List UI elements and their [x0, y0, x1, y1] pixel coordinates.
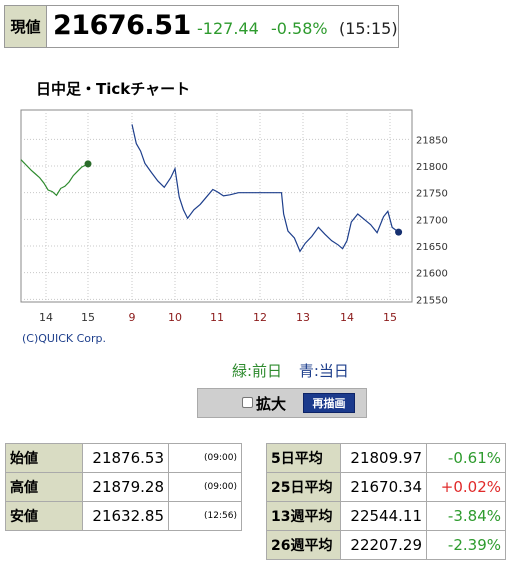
chart-credit: (C)QUICK Corp.	[22, 332, 107, 345]
price-value: 21876.53	[82, 443, 169, 473]
zoom-label: 拡大	[256, 395, 287, 413]
average-label: 26週平均	[266, 530, 341, 560]
average-value: 21809.97	[340, 443, 427, 473]
average-change: +0.02%	[426, 472, 506, 502]
average-label: 5日平均	[266, 443, 341, 473]
table-row: 25日平均 21670.34 +0.02%	[266, 472, 506, 502]
current-day-end-marker	[395, 228, 403, 236]
current-day-series-line	[131, 124, 399, 253]
table-row: 13週平均 22544.11 -3.84%	[266, 501, 506, 531]
y-tick-label: 21750	[416, 189, 448, 200]
table-row: 高値 21879.28 (09:00)	[5, 472, 242, 502]
quote-time: (15:15)	[339, 19, 398, 38]
x-tick-label: 14	[340, 311, 354, 324]
price-time: (09:00)	[168, 472, 242, 502]
x-tick-label: 9	[129, 311, 136, 324]
price-label: 始値	[5, 443, 83, 473]
quote-header: 現値 21676.51 -127.44 -0.58% (15:15)	[4, 5, 399, 48]
zoom-checkbox[interactable]	[242, 397, 253, 408]
redraw-button[interactable]: 再描画	[303, 393, 355, 413]
y-tick-label: 21600	[416, 269, 448, 280]
x-tick-label: 15	[81, 311, 95, 324]
average-change: -3.84%	[426, 501, 506, 531]
average-label: 25日平均	[266, 472, 341, 502]
table-row: 26週平均 22207.29 -2.39%	[266, 530, 506, 560]
price-time: (12:56)	[168, 501, 242, 531]
y-tick-label: 21850	[416, 135, 448, 146]
x-tick-label: 11	[210, 311, 224, 324]
current-price: 21676.51	[53, 10, 191, 41]
legend-previous-day: 緑:前日	[232, 362, 283, 380]
intraday-tick-chart: 14 15 9 10 11 12 13 14 15 21550 21600 21650 21700 217…	[20, 109, 448, 324]
previous-day-series-line	[20, 159, 89, 197]
average-value: 22544.11	[340, 501, 427, 531]
price-time: (09:00)	[168, 443, 242, 473]
table-row: 安値 21632.85 (12:56)	[5, 501, 242, 531]
average-value: 21670.34	[340, 472, 427, 502]
x-tick-label: 12	[253, 311, 267, 324]
average-change: -2.39%	[426, 530, 506, 560]
average-change: -0.61%	[426, 443, 506, 473]
moving-averages-table: 5日平均 21809.97 -0.61% 25日平均 21670.34 +0.02% 13週…	[266, 443, 506, 560]
table-row: 始値 21876.53 (09:00)	[5, 443, 242, 473]
current-price-label: 現値	[5, 6, 47, 47]
price-change-percent: -0.58%	[271, 19, 328, 38]
table-row: 5日平均 21809.97 -0.61%	[266, 443, 506, 473]
prices-table: 始値 21876.53 (09:00) 高値 21879.28 (09:00) 安値 2163…	[5, 443, 242, 531]
y-tick-label: 21800	[416, 162, 448, 173]
y-tick-label: 21650	[416, 242, 448, 253]
previous-day-end-marker	[84, 160, 92, 168]
price-change: -127.44	[197, 19, 259, 38]
x-tick-label: 13	[296, 311, 310, 324]
average-value: 22207.29	[340, 530, 427, 560]
legend-current-day: 青:当日	[298, 362, 349, 380]
average-label: 13週平均	[266, 501, 341, 531]
price-value: 21632.85	[82, 501, 169, 531]
y-tick-label: 21700	[416, 215, 448, 226]
price-label: 高値	[5, 472, 83, 502]
chart-legend: 緑:前日 青:当日	[232, 360, 349, 381]
chart-controls: 拡大 再描画	[197, 388, 367, 418]
price-value: 21879.28	[82, 472, 169, 502]
x-tick-label: 14	[39, 311, 53, 324]
x-tick-label: 10	[168, 311, 182, 324]
chart-title: 日中足・Tickチャート	[36, 80, 191, 98]
x-tick-label: 15	[383, 311, 397, 324]
y-tick-label: 21550	[416, 295, 448, 306]
price-label: 安値	[5, 501, 83, 531]
